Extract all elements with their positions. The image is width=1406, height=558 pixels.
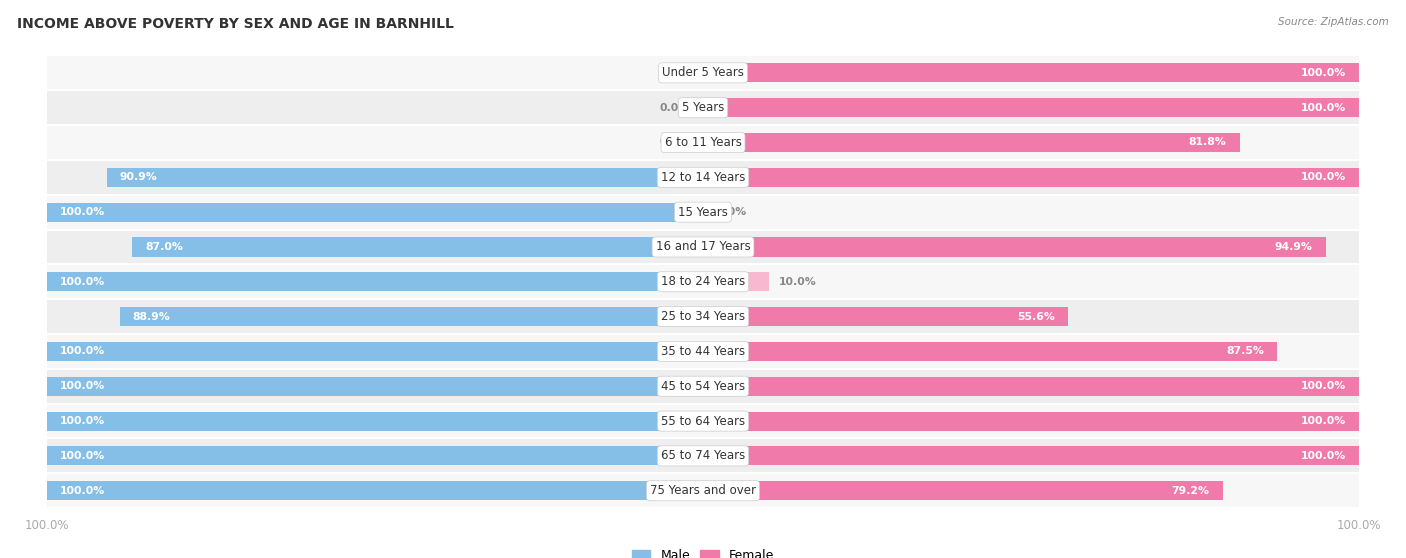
Text: 90.9%: 90.9%: [120, 172, 157, 182]
Text: 25 to 34 Years: 25 to 34 Years: [661, 310, 745, 323]
Text: 100.0%: 100.0%: [60, 277, 105, 287]
Bar: [46, 203, 703, 222]
Text: 12 to 14 Years: 12 to 14 Years: [661, 171, 745, 184]
Text: 100.0%: 100.0%: [60, 416, 105, 426]
Bar: [46, 403, 1360, 439]
Text: 45 to 54 Years: 45 to 54 Years: [661, 380, 745, 393]
Text: 100.0%: 100.0%: [60, 381, 105, 391]
Bar: [703, 63, 1360, 83]
Text: 81.8%: 81.8%: [1189, 137, 1226, 147]
Text: 100.0%: 100.0%: [1301, 172, 1346, 182]
Bar: [703, 377, 1360, 396]
Text: 100.0%: 100.0%: [1301, 416, 1346, 426]
Bar: [703, 307, 1067, 326]
Text: 100.0%: 100.0%: [60, 451, 105, 461]
Bar: [46, 195, 1360, 229]
Bar: [703, 342, 1277, 361]
Bar: [703, 272, 769, 291]
Bar: [703, 411, 1360, 431]
Text: 100.0%: 100.0%: [60, 207, 105, 217]
Text: 87.5%: 87.5%: [1226, 347, 1264, 357]
Text: 0.0%: 0.0%: [659, 68, 690, 78]
Bar: [120, 307, 703, 326]
Bar: [46, 299, 1360, 334]
Text: 88.9%: 88.9%: [132, 311, 170, 321]
Bar: [46, 55, 1360, 90]
Bar: [703, 98, 1360, 117]
Bar: [703, 446, 1360, 465]
Bar: [46, 90, 1360, 125]
Bar: [46, 369, 1360, 403]
Bar: [46, 473, 1360, 508]
Bar: [46, 229, 1360, 264]
Text: 100.0%: 100.0%: [1301, 451, 1346, 461]
Bar: [703, 237, 1326, 257]
Text: 100.0%: 100.0%: [1301, 68, 1346, 78]
Bar: [46, 342, 703, 361]
Text: 100.0%: 100.0%: [60, 485, 105, 496]
Text: 0.0%: 0.0%: [716, 207, 747, 217]
Text: Source: ZipAtlas.com: Source: ZipAtlas.com: [1278, 17, 1389, 27]
Bar: [46, 481, 703, 501]
Text: 6 to 11 Years: 6 to 11 Years: [665, 136, 741, 149]
Text: 55 to 64 Years: 55 to 64 Years: [661, 415, 745, 427]
Text: 18 to 24 Years: 18 to 24 Years: [661, 275, 745, 288]
Text: 35 to 44 Years: 35 to 44 Years: [661, 345, 745, 358]
Bar: [132, 237, 703, 257]
Text: 79.2%: 79.2%: [1171, 485, 1209, 496]
Text: 0.0%: 0.0%: [659, 103, 690, 113]
Text: 15 Years: 15 Years: [678, 206, 728, 219]
Text: 100.0%: 100.0%: [1301, 381, 1346, 391]
Bar: [703, 168, 1360, 187]
Bar: [46, 439, 1360, 473]
Bar: [46, 377, 703, 396]
Text: INCOME ABOVE POVERTY BY SEX AND AGE IN BARNHILL: INCOME ABOVE POVERTY BY SEX AND AGE IN B…: [17, 17, 454, 31]
Bar: [46, 160, 1360, 195]
Bar: [46, 334, 1360, 369]
Legend: Male, Female: Male, Female: [627, 544, 779, 558]
Text: 55.6%: 55.6%: [1017, 311, 1054, 321]
Text: 94.9%: 94.9%: [1275, 242, 1313, 252]
Text: Under 5 Years: Under 5 Years: [662, 66, 744, 79]
Text: 16 and 17 Years: 16 and 17 Years: [655, 240, 751, 253]
Bar: [107, 168, 703, 187]
Bar: [703, 481, 1223, 501]
Bar: [703, 133, 1240, 152]
Text: 87.0%: 87.0%: [145, 242, 183, 252]
Text: 10.0%: 10.0%: [779, 277, 817, 287]
Bar: [46, 272, 703, 291]
Text: 0.0%: 0.0%: [659, 137, 690, 147]
Bar: [46, 264, 1360, 299]
Text: 75 Years and over: 75 Years and over: [650, 484, 756, 497]
Text: 100.0%: 100.0%: [1301, 103, 1346, 113]
Text: 100.0%: 100.0%: [60, 347, 105, 357]
Bar: [46, 125, 1360, 160]
Text: 5 Years: 5 Years: [682, 101, 724, 114]
Bar: [46, 411, 703, 431]
Bar: [46, 446, 703, 465]
Text: 65 to 74 Years: 65 to 74 Years: [661, 449, 745, 463]
